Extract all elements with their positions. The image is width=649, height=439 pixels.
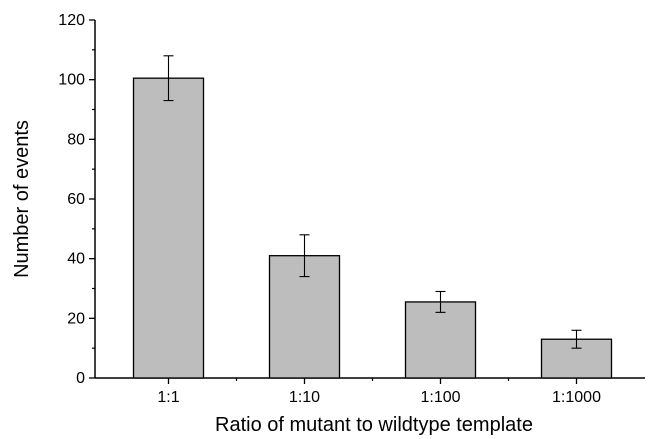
y-tick-label: 60 [67, 191, 85, 208]
y-axis-title: Number of events [11, 120, 33, 278]
x-tick-label: 1:1000 [552, 389, 601, 406]
x-tick-label: 1:1 [157, 389, 179, 406]
y-axis: 0 20 40 60 80 100 120 [58, 12, 96, 387]
x-tick-label: 1:100 [420, 389, 460, 406]
y-tick-label: 100 [58, 72, 85, 89]
y-tick-label: 0 [76, 370, 85, 387]
x-axis: 1:1 1:10 1:100 1:1000 [95, 377, 645, 406]
y-tick-label: 20 [67, 310, 85, 327]
x-axis-title: Ratio of mutant to wildtype template [215, 414, 533, 436]
bar-series [132, 55, 613, 379]
y-tick-label: 120 [58, 12, 85, 29]
y-tick-label: 40 [67, 251, 85, 268]
y-tick-label: 80 [67, 131, 85, 148]
x-tick-label: 1:10 [289, 389, 320, 406]
bar [404, 301, 477, 379]
bar [132, 77, 205, 379]
